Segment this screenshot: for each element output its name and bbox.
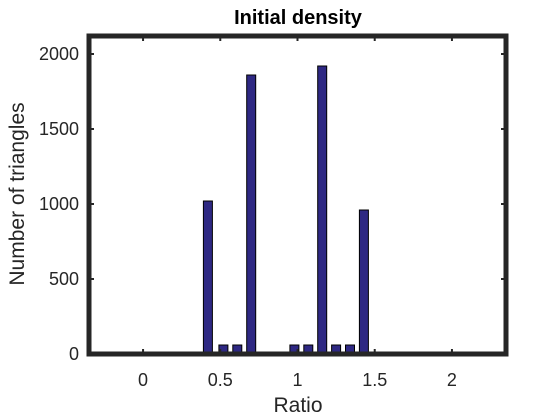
axes-box xyxy=(86,33,509,357)
x-tick-label: 2 xyxy=(447,370,457,390)
x-tick-label: 1 xyxy=(292,370,302,390)
bar xyxy=(246,74,257,355)
bar xyxy=(317,65,328,355)
y-tick-label: 500 xyxy=(49,269,79,289)
y-axis-label: Number of triangles xyxy=(6,102,29,285)
chart-title: Initial density xyxy=(234,7,363,29)
x-tick-label: 1.5 xyxy=(362,370,387,390)
bar xyxy=(202,200,213,355)
y-tick-label: 0 xyxy=(69,344,79,364)
y-tick-label: 1000 xyxy=(39,194,79,214)
bars-layer xyxy=(202,65,369,355)
x-axis-label: Ratio xyxy=(273,394,322,417)
bar xyxy=(358,209,369,355)
ticks-layer: 0 0.5 1 1.5 2 0 500 1000 1500 2000 xyxy=(39,36,506,390)
x-tick-label: 0.5 xyxy=(208,370,233,390)
x-tick-label: 0 xyxy=(138,370,148,390)
y-tick-label: 1500 xyxy=(39,119,79,139)
y-tick-label: 2000 xyxy=(39,44,79,64)
